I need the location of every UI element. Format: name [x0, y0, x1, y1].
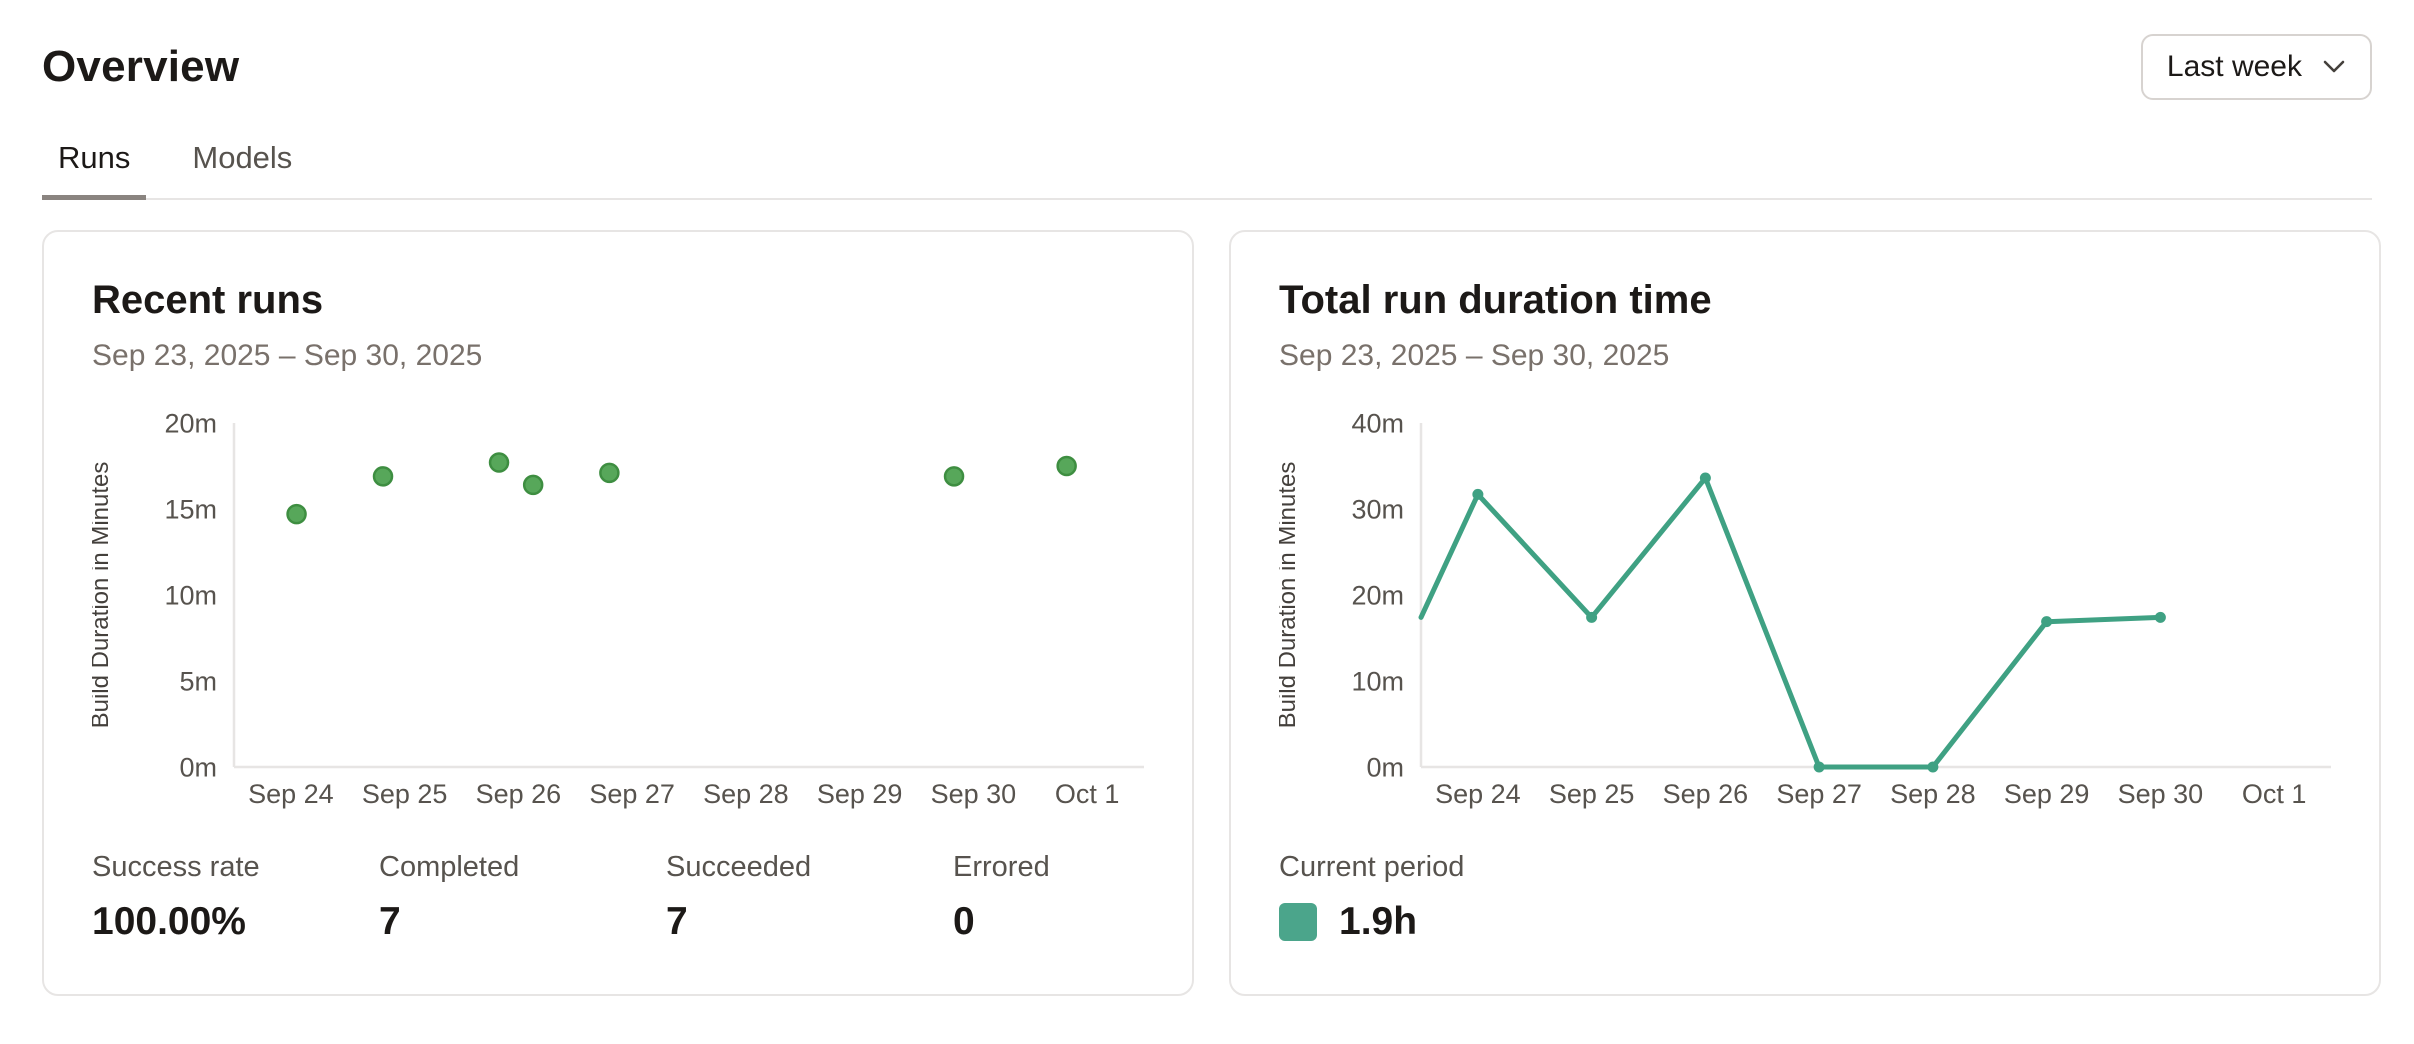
recent-runs-scatter-chart: 0m 5m 10m 15m 20m Sep 24 Sep 25 Sep 26 Sep 27 Sep…	[92, 408, 1144, 809]
svg-text:Build Duration in Minutes: Build Duration in Minutes	[92, 462, 114, 729]
svg-text:10m: 10m	[1351, 666, 1404, 696]
svg-text:20m: 20m	[1351, 580, 1404, 610]
svg-text:Sep 30: Sep 30	[2118, 779, 2204, 809]
svg-text:Sep 29: Sep 29	[2004, 779, 2090, 809]
date-range: Sep 23, 2025 – Sep 30, 2025	[92, 339, 483, 372]
svg-text:0m: 0m	[179, 752, 217, 782]
svg-text:Sep 26: Sep 26	[1663, 779, 1749, 809]
recent-runs-card: Recent runs Sep 23, 2025 – Sep 30, 2025 …	[42, 230, 1194, 996]
stat-label: Errored	[953, 851, 1050, 883]
svg-text:5m: 5m	[179, 666, 217, 696]
period-selector-value: Last week	[2166, 50, 2302, 83]
svg-text:Sep 29: Sep 29	[817, 779, 903, 809]
svg-text:0m: 0m	[1366, 752, 1404, 782]
period-selector[interactable]: Last week	[2140, 34, 2372, 100]
svg-text:Sep 24: Sep 24	[248, 779, 334, 809]
svg-text:Sep 28: Sep 28	[703, 779, 789, 809]
stat-label: Completed	[379, 851, 520, 883]
svg-text:Sep 24: Sep 24	[1435, 779, 1521, 809]
stats-row: Success rate 100.00% Completed 7 Succeed…	[92, 851, 1144, 944]
card-title: Recent runs	[92, 278, 324, 322]
page-header: Overview Last week	[42, 0, 2372, 100]
date-range: Sep 23, 2025 – Sep 30, 2025	[1279, 339, 1670, 372]
svg-text:30m: 30m	[1351, 494, 1404, 524]
svg-text:20m: 20m	[164, 408, 217, 438]
chevron-down-icon	[2322, 59, 2346, 75]
svg-text:15m: 15m	[164, 494, 217, 524]
total-run-duration-line-chart: 0m 10m 20m 30m 40m Sep 24 Sep 25 Sep 26 Sep 27 Se…	[1279, 408, 2331, 809]
svg-text:Oct 1: Oct 1	[1055, 779, 1120, 809]
stat-label: Success rate	[92, 851, 260, 883]
tabs: Runs Models	[42, 140, 2372, 200]
svg-text:Sep 25: Sep 25	[1549, 779, 1635, 809]
stat-value: 7	[379, 900, 401, 943]
page-title: Overview	[42, 42, 240, 91]
svg-text:Sep 30: Sep 30	[931, 779, 1017, 809]
stat-succeeded: Succeeded 7	[666, 851, 953, 944]
tab-runs[interactable]: Runs	[42, 140, 147, 200]
cards-row: Recent runs Sep 23, 2025 – Sep 30, 2025 …	[42, 230, 2381, 996]
svg-text:Sep 27: Sep 27	[589, 779, 675, 809]
svg-text:10m: 10m	[164, 580, 217, 610]
svg-text:Sep 25: Sep 25	[362, 779, 448, 809]
total-run-duration-card: Total run duration time Sep 23, 2025 – S…	[1229, 230, 2381, 996]
svg-text:Sep 26: Sep 26	[476, 779, 562, 809]
stat-value: 7	[666, 900, 688, 943]
legend-label: Current period	[1279, 851, 1465, 883]
svg-text:Sep 28: Sep 28	[1890, 779, 1976, 809]
stat-value: 100.00%	[92, 900, 246, 943]
card-title: Total run duration time	[1279, 278, 1712, 322]
svg-text:Sep 27: Sep 27	[1776, 779, 1862, 809]
stat-success-rate: Success rate 100.00%	[92, 851, 379, 944]
overview-page: Overview Last week Runs Models Recent ru…	[42, 0, 2381, 996]
legend-row: 1.9h	[1279, 900, 2331, 944]
stat-errored: Errored 0	[953, 851, 1144, 944]
stat-value: 0	[953, 900, 975, 943]
svg-text:Build Duration in Minutes: Build Duration in Minutes	[1279, 462, 1301, 729]
svg-text:40m: 40m	[1351, 408, 1404, 438]
stat-label: Succeeded	[666, 851, 812, 883]
tab-models[interactable]: Models	[192, 140, 293, 175]
stat-completed: Completed 7	[379, 851, 666, 944]
legend-value: 1.9h	[1339, 900, 1418, 943]
chart-legend: Current period 1.9h	[1279, 851, 2331, 944]
svg-text:Oct 1: Oct 1	[2242, 779, 2307, 809]
legend-swatch	[1279, 903, 1317, 941]
